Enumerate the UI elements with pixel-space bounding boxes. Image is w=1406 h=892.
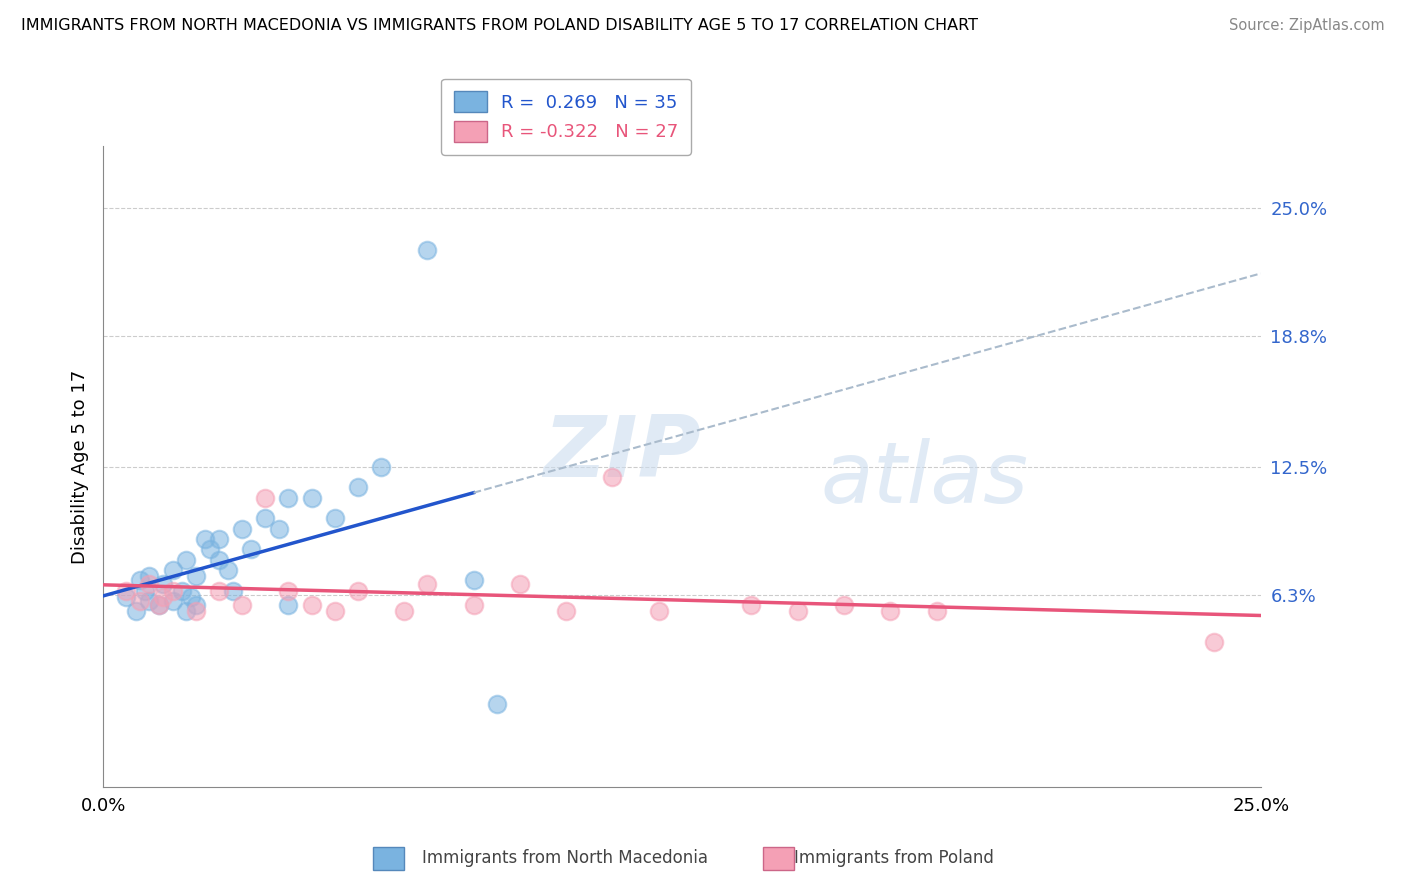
Point [240, 542, 263, 557]
Point [277, 583, 299, 598]
Point [115, 583, 138, 598]
Point [277, 491, 299, 505]
Point [134, 583, 156, 598]
Point [602, 470, 624, 484]
Point [180, 590, 202, 604]
Point [555, 604, 578, 618]
Point [925, 604, 948, 618]
Point [194, 532, 217, 546]
Point [346, 583, 368, 598]
Point [509, 577, 531, 591]
Text: ZIP: ZIP [543, 412, 700, 495]
Point [231, 522, 253, 536]
Point [463, 573, 485, 587]
Text: IMMIGRANTS FROM NORTH MACEDONIA VS IMMIGRANTS FROM POLAND DISABILITY AGE 5 TO 17: IMMIGRANTS FROM NORTH MACEDONIA VS IMMIG… [21, 18, 979, 33]
Point [879, 604, 901, 618]
Point [129, 594, 152, 608]
Point [416, 577, 439, 591]
Point [152, 577, 174, 591]
Text: Immigrants from Poland: Immigrants from Poland [794, 849, 994, 867]
Point [184, 598, 207, 612]
Point [162, 563, 184, 577]
Y-axis label: Disability Age 5 to 17: Disability Age 5 to 17 [72, 369, 89, 564]
Text: atlas: atlas [821, 438, 1029, 521]
Text: Immigrants from North Macedonia: Immigrants from North Macedonia [422, 849, 707, 867]
Point [152, 590, 174, 604]
Point [1204, 635, 1226, 649]
Point [208, 532, 231, 546]
Point [138, 569, 160, 583]
Text: Source: ZipAtlas.com: Source: ZipAtlas.com [1229, 18, 1385, 33]
Point [740, 598, 762, 612]
Point [463, 598, 485, 612]
Point [176, 552, 198, 566]
Point [129, 573, 152, 587]
Point [138, 594, 160, 608]
Point [254, 511, 277, 525]
Point [115, 590, 138, 604]
Point [254, 491, 277, 505]
Point [392, 604, 415, 618]
Point [323, 604, 346, 618]
Point [176, 604, 198, 618]
Point [208, 552, 231, 566]
Point [301, 491, 323, 505]
Point [170, 583, 193, 598]
Point [162, 594, 184, 608]
Point [124, 604, 146, 618]
Legend: R =  0.269   N = 35, R = -0.322   N = 27: R = 0.269 N = 35, R = -0.322 N = 27 [441, 78, 690, 154]
Point [184, 569, 207, 583]
Point [231, 598, 253, 612]
Point [648, 604, 671, 618]
Point [277, 598, 299, 612]
Point [208, 583, 231, 598]
Point [485, 697, 508, 711]
Point [832, 598, 855, 612]
Point [222, 583, 245, 598]
Point [217, 563, 239, 577]
Point [370, 459, 392, 474]
Point [184, 604, 207, 618]
Point [323, 511, 346, 525]
Point [416, 243, 439, 257]
Point [148, 598, 170, 612]
Point [786, 604, 808, 618]
Point [162, 583, 184, 598]
Point [267, 522, 290, 536]
Point [148, 598, 170, 612]
Point [301, 598, 323, 612]
Point [138, 577, 160, 591]
Point [346, 480, 368, 494]
Point [198, 542, 221, 557]
